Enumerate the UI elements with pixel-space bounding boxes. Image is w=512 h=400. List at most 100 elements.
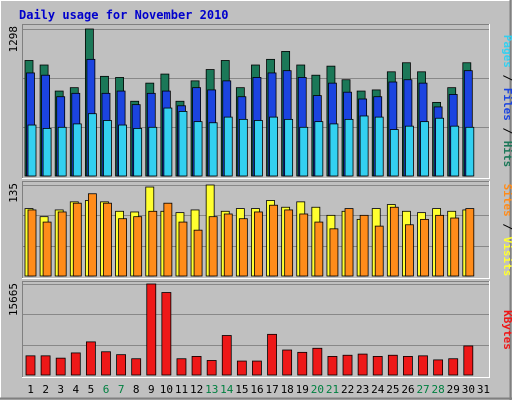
legend-entry-pages: Pages — [501, 35, 512, 68]
bar-pages — [405, 125, 414, 177]
bar-kbytes — [191, 356, 202, 376]
panel-visits-sites: 135 — [7, 181, 490, 279]
bar-kbytes — [282, 349, 293, 376]
panel-kbytes: 15665 — [7, 281, 490, 378]
x-tick-label: 20 — [311, 383, 324, 396]
bar-kbytes — [372, 356, 383, 376]
x-tick-label: 21 — [326, 383, 339, 396]
x-tick-label: 2 — [42, 383, 49, 396]
bar-pages — [42, 128, 52, 177]
chart-title: Daily usage for November 2010 — [19, 8, 229, 22]
bar-sites — [359, 214, 369, 277]
bar-pages — [193, 121, 203, 177]
x-tick-label: 7 — [118, 383, 125, 396]
bar-sites — [465, 208, 475, 277]
x-tick-label: 29 — [447, 383, 460, 396]
bar-sites — [87, 193, 97, 277]
bar-kbytes — [70, 352, 81, 376]
x-tick-label: 23 — [356, 383, 369, 396]
bar-sites — [148, 210, 158, 277]
bar-kbytes — [418, 355, 428, 376]
bar-sites — [163, 202, 173, 277]
bar-pages — [163, 107, 173, 177]
bar-sites — [344, 208, 354, 277]
x-tick-label: 18 — [281, 383, 294, 396]
bar-sites — [435, 214, 445, 277]
bar-pages — [133, 128, 143, 177]
bar-sites — [314, 221, 324, 277]
x-tick-label: 11 — [175, 383, 188, 396]
bar-sites — [389, 206, 399, 277]
bar-kbytes — [101, 351, 111, 376]
x-tick-label: 14 — [220, 383, 234, 396]
bar-sites — [254, 211, 263, 277]
bar-pages — [27, 124, 37, 177]
x-tick-label: 22 — [341, 383, 354, 396]
y-max-label: 1298 — [7, 26, 20, 53]
bar-kbytes — [116, 354, 126, 376]
bar-kbytes — [25, 355, 36, 376]
bar-sites — [238, 218, 248, 277]
bar-pages — [344, 118, 354, 177]
bar-kbytes — [176, 358, 187, 376]
bar-sites — [299, 213, 309, 277]
x-tick-label: 4 — [73, 383, 80, 396]
legend-hits-files-pages: Pages / Files / Hits — [501, 35, 512, 168]
bar-sites — [42, 221, 52, 277]
bar-pages — [389, 129, 399, 177]
bar-sites — [420, 218, 429, 277]
bar-kbytes — [387, 354, 398, 376]
bar-sites — [405, 224, 414, 277]
bar-pages — [329, 123, 339, 177]
bar-pages — [178, 111, 188, 177]
bar-sites — [27, 209, 37, 277]
bar-sites — [178, 221, 188, 277]
bar-kbytes — [236, 360, 247, 376]
y-max-label: 15665 — [7, 283, 20, 316]
x-tick-label: 8 — [133, 383, 140, 396]
bar-kbytes — [267, 333, 277, 376]
x-tick-label: 16 — [250, 383, 263, 396]
bar-sites — [223, 213, 233, 277]
bar-sites — [118, 218, 127, 277]
legend-entry-hits: Hits — [501, 141, 512, 168]
bar-pages — [359, 115, 369, 177]
bar-pages — [87, 113, 97, 177]
x-tick-label: 27 — [416, 383, 429, 396]
bar-pages — [284, 118, 294, 177]
x-tick-label: 9 — [148, 383, 155, 396]
panel-hits-files-pages: 1298 — [7, 24, 490, 179]
legend-kbytes: KBytes — [501, 310, 512, 350]
bar-kbytes — [55, 357, 66, 376]
bar-pages — [238, 118, 248, 177]
bar-pages — [465, 126, 475, 177]
x-tick-label: 19 — [296, 383, 309, 396]
bar-sites — [374, 225, 384, 277]
x-tick-label: 3 — [57, 383, 64, 396]
bar-pages — [208, 122, 218, 177]
bar-sites — [72, 202, 82, 277]
bar-sites — [329, 228, 339, 277]
bar-kbytes — [297, 351, 308, 376]
legend-visits-sites: Sites / Visits — [501, 184, 512, 277]
legend-entry-files: Files — [501, 88, 512, 121]
bar-pages — [103, 120, 112, 177]
bar-kbytes — [463, 345, 474, 376]
x-tick-label: 28 — [432, 383, 445, 396]
bar-kbytes — [403, 356, 413, 376]
bar-pages — [223, 116, 233, 177]
bar-pages — [435, 117, 445, 177]
bar-kbytes — [252, 360, 262, 376]
x-tick-label: 30 — [462, 383, 475, 396]
bar-sites — [133, 216, 143, 277]
x-tick-label: 6 — [103, 383, 110, 396]
bar-pages — [269, 116, 278, 177]
bar-kbytes — [40, 355, 51, 376]
bar-sites — [269, 204, 278, 277]
bar-kbytes — [221, 335, 232, 376]
bar-sites — [450, 217, 460, 277]
bar-kbytes — [433, 359, 444, 376]
x-tick-label: 15 — [235, 383, 248, 396]
x-tick-label: 31 — [477, 383, 490, 396]
